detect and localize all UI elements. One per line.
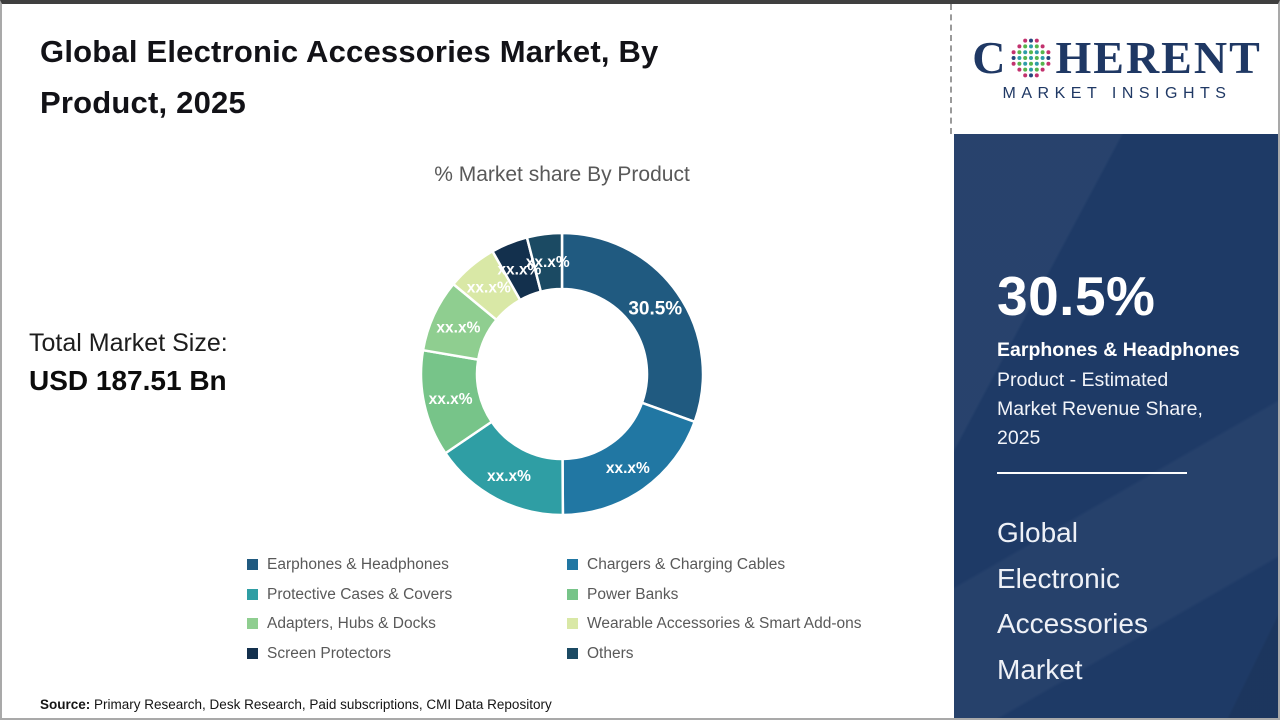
stat-description: Product - Estimated Market Revenue Share… — [997, 369, 1203, 449]
total-market-size-label: Total Market Size: — [29, 329, 228, 357]
source-note: Source: Primary Research, Desk Research,… — [40, 697, 552, 712]
total-market-size: Total Market Size: USD 187.51 Bn — [29, 329, 228, 397]
slice-label: xx.x% — [526, 254, 570, 271]
legend-item: Others — [567, 644, 862, 662]
sidebar-market-name: Global Electronic Accessories Market — [997, 517, 1148, 686]
slice-label: xx.x% — [467, 280, 511, 297]
legend-swatch-icon — [567, 618, 578, 630]
slice-label: xx.x% — [606, 460, 650, 477]
logo-subtitle: MARKET INSIGHTS — [1002, 85, 1232, 102]
legend-item: Protective Cases & Covers — [247, 585, 567, 603]
legend-swatch-icon — [247, 618, 258, 630]
sidebar-panel: 30.5% Earphones & Headphones Product - E… — [954, 134, 1278, 718]
legend-swatch-icon — [567, 647, 578, 659]
donut-segment-0 — [560, 231, 705, 424]
slice-label: xx.x% — [497, 261, 541, 278]
legend-label: Screen Protectors — [267, 644, 392, 662]
legend-item: Wearable Accessories & Smart Add-ons — [567, 616, 862, 632]
page-title: Global Electronic Accessories Market, By… — [40, 34, 659, 121]
donut-chart: 30.5%xx.x%xx.x%xx.x%xx.x%xx.x%xx.x%xx.x% — [419, 231, 705, 517]
logo-text-herent: HERENT — [1055, 32, 1262, 83]
legend-label: Chargers & Charging Cables — [587, 556, 786, 573]
legend-swatch-icon — [247, 647, 258, 659]
donut-segment-1 — [561, 401, 696, 517]
slice-label: xx.x% — [487, 468, 531, 485]
slice-label: 30.5% — [628, 298, 682, 319]
legend-label: Protective Cases & Covers — [267, 585, 453, 603]
legend-swatch-icon — [567, 588, 578, 600]
source-label: Source: — [40, 697, 91, 712]
logo-text-c: C — [972, 32, 1008, 83]
chart-title: % Market share By Product — [434, 163, 690, 186]
sidebar: C HERENT MARKET INSIGHTS 30.5% Earphones… — [950, 4, 1278, 718]
legend-label: Others — [587, 644, 634, 662]
slice-label: xx.x% — [436, 319, 480, 336]
legend-label: Earphones & Headphones — [267, 556, 449, 573]
legend-item: Screen Protectors — [247, 644, 567, 662]
legend-swatch-icon — [247, 588, 258, 600]
coherent-globe-icon — [1012, 38, 1051, 78]
legend-label: Wearable Accessories & Smart Add-ons — [587, 615, 862, 632]
legend-item: Earphones & Headphones — [247, 557, 567, 573]
legend-item: Power Banks — [567, 585, 862, 603]
legend-item: Chargers & Charging Cables — [567, 557, 862, 573]
stat-product-name: Earphones & Headphones — [997, 339, 1240, 361]
logo-band: C HERENT MARKET INSIGHTS — [950, 4, 1278, 134]
total-market-size-value: USD 187.51 Bn — [29, 365, 227, 396]
chart-legend: Earphones & Headphones Chargers & Chargin… — [247, 557, 862, 661]
coherent-market-insights-logo: C HERENT MARKET INSIGHTS — [972, 35, 1262, 103]
logo-wordmark: C HERENT — [972, 35, 1262, 81]
legend-label: Power Banks — [587, 585, 679, 603]
sidebar-divider — [997, 472, 1187, 475]
slice-label: xx.x% — [429, 391, 473, 408]
legend-swatch-icon — [247, 559, 258, 571]
legend-label: Adapters, Hubs & Docks — [267, 615, 436, 632]
stat-value: 30.5% — [997, 265, 1156, 327]
source-text: Primary Research, Desk Research, Paid su… — [94, 697, 552, 712]
legend-item: Adapters, Hubs & Docks — [247, 616, 567, 632]
donut-segment-7 — [525, 231, 564, 293]
legend-swatch-icon — [567, 559, 578, 571]
